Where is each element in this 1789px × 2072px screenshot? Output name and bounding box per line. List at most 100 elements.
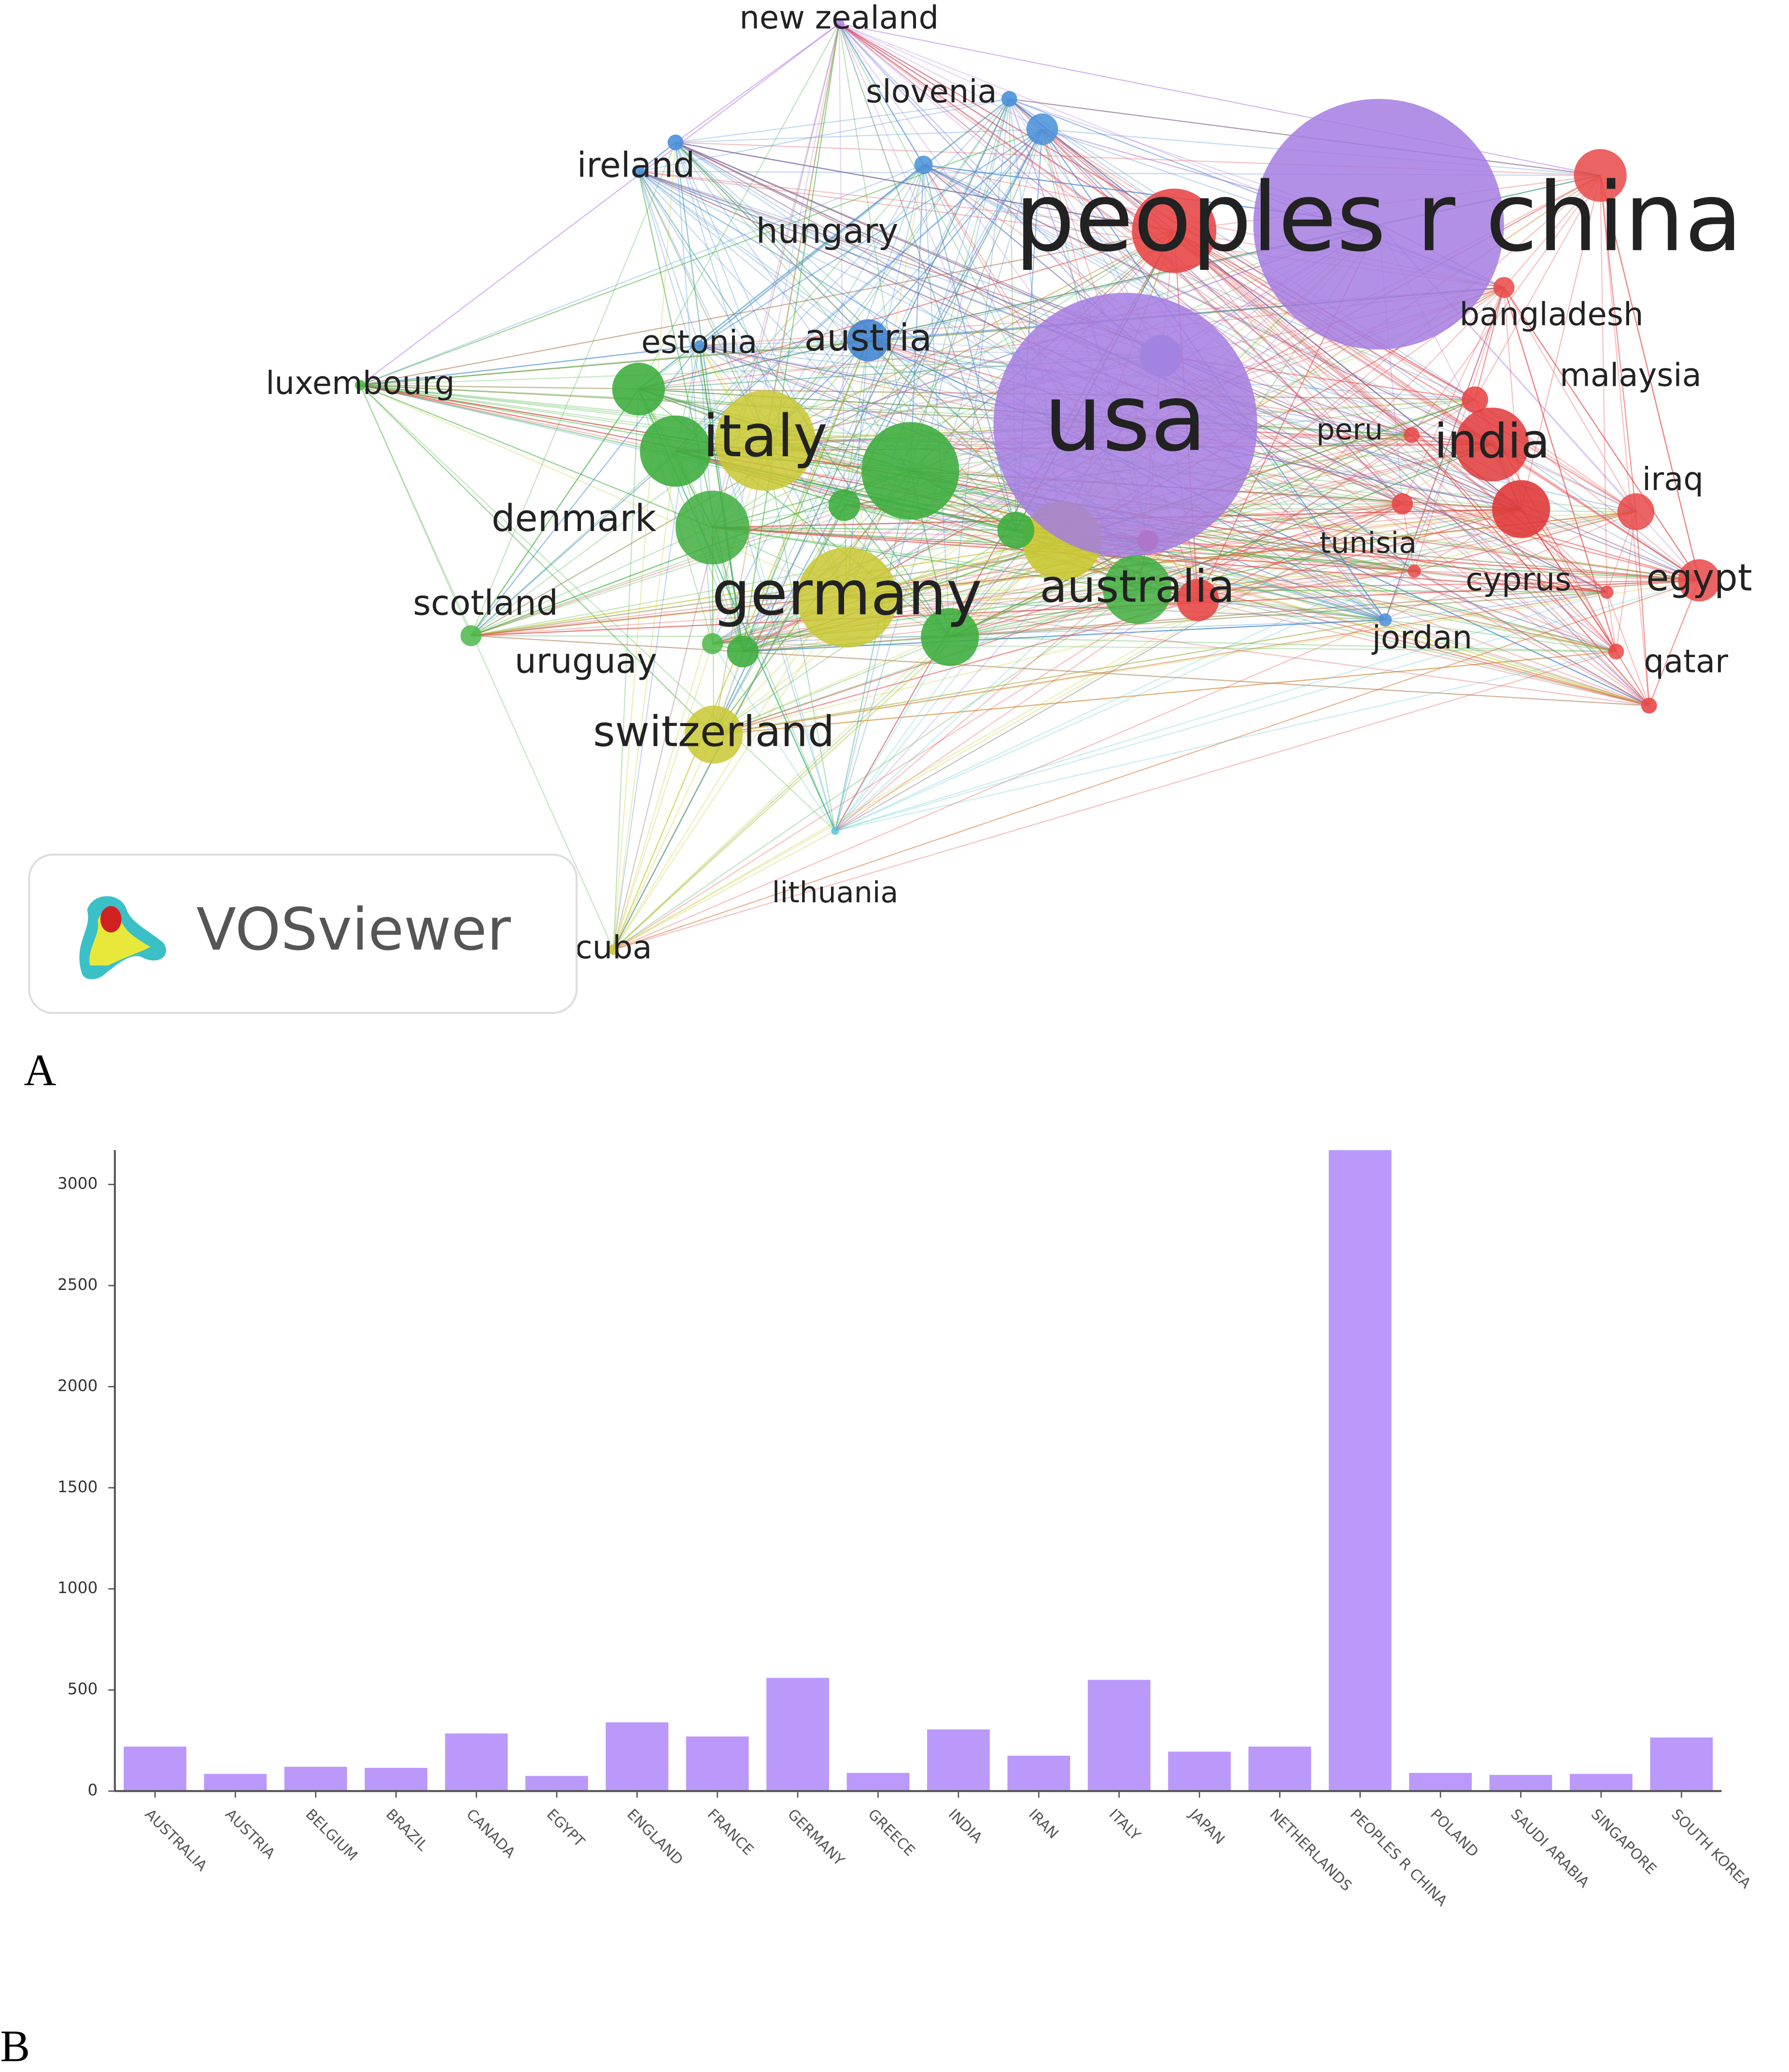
x-tick-label: SOUTH KOREA [1668, 1806, 1754, 1892]
edge [838, 24, 911, 471]
edge [835, 508, 1521, 832]
edge [950, 636, 1616, 652]
bar [284, 1766, 347, 1792]
edge [675, 142, 869, 341]
edge [1137, 579, 1700, 590]
edge [638, 224, 1379, 390]
node-label: germany [712, 558, 982, 629]
edge [1503, 287, 1617, 652]
edge [834, 471, 911, 831]
edge [613, 734, 715, 950]
edge [675, 142, 744, 652]
x-tick-label: POLAND [1427, 1806, 1481, 1861]
edge [1414, 511, 1636, 572]
edge [844, 504, 1016, 531]
edge [1174, 230, 1636, 512]
edge [471, 444, 1493, 636]
edge [868, 129, 1043, 341]
edge [1197, 600, 1649, 706]
edge [834, 434, 1412, 832]
edge [835, 570, 1415, 832]
edge [839, 23, 1607, 593]
edge [675, 141, 1174, 232]
x-tick-label: EGYPT [543, 1806, 588, 1851]
edge [1384, 287, 1505, 620]
x-tick-label: AUSTRALIA [141, 1806, 211, 1875]
edge [638, 171, 1412, 436]
edge [846, 98, 1010, 598]
edge [764, 23, 840, 441]
edge [1600, 175, 1700, 581]
edge [1474, 287, 1505, 400]
edge [714, 619, 1385, 735]
edge [838, 24, 845, 505]
edge [1600, 175, 1700, 581]
edge [834, 540, 1063, 831]
node [921, 608, 979, 666]
edge [764, 440, 836, 831]
edge [839, 23, 1649, 706]
edge [910, 165, 924, 471]
edge [1635, 511, 1650, 706]
edge [360, 339, 868, 386]
edge [613, 580, 1700, 951]
node-label: qatar [1644, 643, 1728, 680]
edge [764, 129, 1043, 441]
node-label: uruguay [515, 641, 657, 681]
edge [1147, 540, 1700, 581]
edge [470, 389, 639, 636]
edge [471, 503, 1403, 636]
y-tick-label: 3000 [57, 1175, 98, 1193]
edge [713, 129, 1043, 735]
edge [1600, 175, 1650, 706]
edge [470, 128, 1043, 636]
edge [1402, 503, 1649, 706]
edge [1009, 98, 1649, 706]
edge [638, 164, 924, 390]
edge [1174, 230, 1700, 581]
edge [360, 384, 1062, 542]
edge [712, 527, 1016, 531]
edge [613, 23, 840, 950]
edge [1009, 98, 1412, 436]
edge [949, 540, 1148, 638]
edge [839, 23, 1700, 581]
edge [844, 504, 1617, 652]
edge [360, 385, 614, 950]
edge [638, 171, 744, 652]
edge [613, 451, 676, 950]
node [828, 489, 860, 521]
bar [1570, 1774, 1633, 1792]
edge [764, 23, 840, 441]
edge [1503, 287, 1522, 509]
y-tick-label: 2000 [57, 1376, 98, 1395]
edge [844, 504, 1700, 581]
node [608, 944, 619, 955]
edge [613, 129, 1043, 950]
edge [839, 23, 1412, 436]
edge [360, 384, 1607, 593]
edge [471, 635, 1649, 706]
bar [606, 1722, 669, 1792]
edge [1411, 434, 1650, 706]
edge [1600, 175, 1607, 592]
edge [471, 540, 1062, 636]
edge [834, 637, 951, 831]
edge [834, 540, 1148, 831]
node [1641, 698, 1657, 714]
edge [1414, 570, 1607, 593]
edge [838, 23, 924, 166]
edge [699, 345, 1016, 531]
edge [1197, 508, 1521, 601]
edge [1009, 98, 1521, 510]
edge [1600, 175, 1700, 581]
node [1132, 188, 1217, 273]
node [667, 134, 684, 151]
node [460, 625, 482, 646]
x-tick-label: BRAZIL [382, 1806, 431, 1855]
node [702, 633, 723, 655]
edge [1009, 98, 1403, 504]
edge [1503, 287, 1636, 512]
